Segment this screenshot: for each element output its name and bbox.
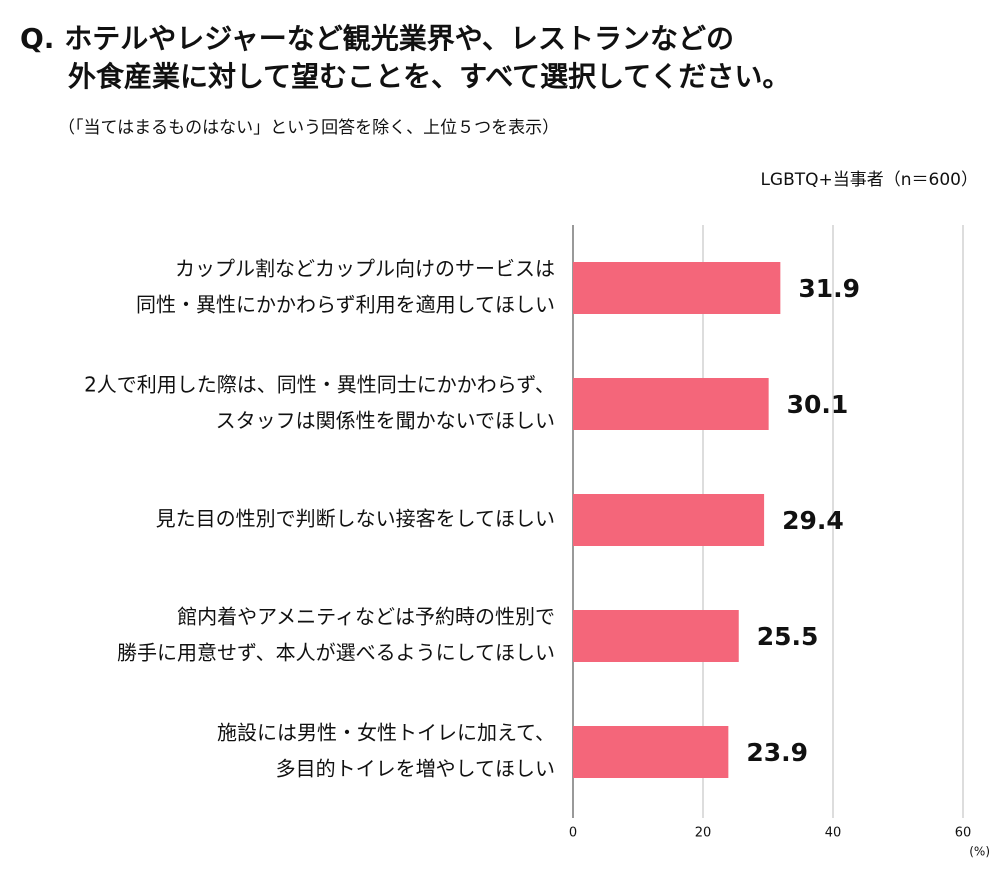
category-label: 館内着やアメニティなどは予約時の性別で xyxy=(177,605,555,629)
category-label: カップル割などカップル向けのサービスは xyxy=(175,257,555,281)
value-label: 23.9 xyxy=(746,738,808,767)
x-tick-label: 60 xyxy=(955,826,972,841)
value-label: 30.1 xyxy=(787,390,849,419)
category-label: 施設には男性・女性トイレに加えて、 xyxy=(217,721,555,745)
value-label: 29.4 xyxy=(782,506,844,535)
x-tick-label: 0 xyxy=(569,826,577,841)
x-tick-label: 40 xyxy=(825,826,842,841)
chart-title: Q. ホテルやレジャーなど観光業界や、レストランなどの xyxy=(20,22,734,55)
sample-note: LGBTQ+当事者（n＝600） xyxy=(760,170,978,190)
value-label: 25.5 xyxy=(757,622,819,651)
value-label: 31.9 xyxy=(798,274,860,303)
bar xyxy=(573,262,781,314)
x-tick-label: 20 xyxy=(695,826,712,841)
bar xyxy=(573,610,739,662)
x-axis-label: (%) xyxy=(969,845,990,859)
bar xyxy=(573,378,769,430)
subtitle: （「当てはまるものはない」という回答を除く、上位５つを表示） xyxy=(58,118,559,138)
category-label: 2人で利用した際は、同性・異性同士にかかわらず、 xyxy=(84,373,555,397)
category-label: 勝手に用意せず、本人が選べるようにしてほしい xyxy=(117,641,555,665)
category-label: 見た目の性別で判断しない接客をしてほしい xyxy=(156,507,555,531)
chart-title: 外食産業に対して望むことを、すべて選択してください。 xyxy=(68,60,790,93)
category-label: 多目的トイレを増やしてほしい xyxy=(276,757,555,781)
bar xyxy=(573,726,729,778)
category-label: 同性・異性にかかわらず利用を適用してほしい xyxy=(136,293,555,317)
bar xyxy=(573,494,765,546)
category-label: スタッフは関係性を聞かないでほしい xyxy=(216,409,555,433)
